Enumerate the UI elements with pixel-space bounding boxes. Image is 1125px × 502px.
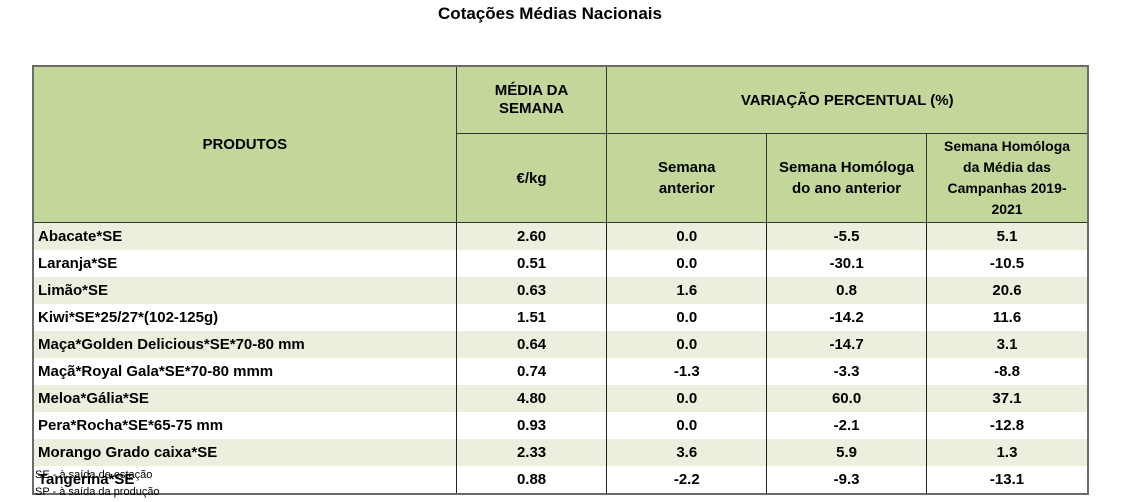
header-produtos: PRODUTOS [32,65,457,223]
cell-semana-anterior: -1.3 [606,358,768,385]
cell-semana-anterior: 0.0 [606,304,768,331]
cell-homologa-media: -8.8 [926,358,1089,385]
table-row: Kiwi*SE*25/27*(102-125g) 1.51 0.0 -14.2 … [32,304,1089,331]
table-row: Laranja*SE 0.51 0.0 -30.1 -10.5 [32,250,1089,277]
cell-produto: Abacate*SE [32,222,457,250]
cell-produto: Limão*SE [32,277,457,304]
cell-homologa-media: -10.5 [926,250,1089,277]
cell-homologa-media: 37.1 [926,385,1089,412]
table-row: Maça*Golden Delicious*SE*70-80 mm 0.64 0… [32,331,1089,358]
cell-semana-anterior: 0.0 [606,331,768,358]
header-homologa-ano-label: Semana Homóloga do ano anterior [779,159,915,197]
cell-produto: Meloa*Gália*SE [32,385,457,412]
page-title: Cotações Médias Nacionais [438,4,662,23]
table-row: Morango Grado caixa*SE 2.33 3.6 5.9 1.3 [32,439,1089,466]
cell-homologa-ano: 60.0 [766,385,928,412]
cell-semana-anterior: 3.6 [606,439,768,466]
table-row: Pera*Rocha*SE*65-75 mm 0.93 0.0 -2.1 -12… [32,412,1089,439]
cell-homologa-media: 11.6 [926,304,1089,331]
cell-media: 1.51 [455,304,608,331]
prices-table: PRODUTOS MÉDIA DA SEMANA VARIAÇÃO PERCEN… [32,65,1089,495]
cell-media: 0.64 [455,331,608,358]
header-homologa-ano: Semana Homóloga do ano anterior [766,133,928,223]
header-variacao: VARIAÇÃO PERCENTUAL (%) [606,65,1089,134]
header-semana-anterior: Semana anterior [606,133,768,223]
header-homologa-media-label: Semana Homóloga da Média das Campanhas 2… [944,138,1071,217]
cell-homologa-media: 3.1 [926,331,1089,358]
cell-media: 0.93 [455,412,608,439]
cell-media: 0.51 [455,250,608,277]
cell-homologa-ano: -3.3 [766,358,928,385]
cell-media: 2.33 [455,439,608,466]
cell-produto: Tangerina*SE [32,466,457,494]
table-row: Maçã*Royal Gala*SE*70-80 mmm 0.74 -1.3 -… [32,358,1089,385]
cell-homologa-media: -13.1 [926,466,1089,494]
table-row: Tangerina*SE 0.88 -2.2 -9.3 -13.1 [32,466,1089,494]
table-row: Abacate*SE 2.60 0.0 -5.5 5.1 [32,222,1089,250]
cell-produto: Maça*Golden Delicious*SE*70-80 mm [32,331,457,358]
table-row: Limão*SE 0.63 1.6 0.8 20.6 [32,277,1089,304]
cell-semana-anterior: 0.0 [606,385,768,412]
cell-homologa-media: 1.3 [926,439,1089,466]
cell-homologa-ano: -14.7 [766,331,928,358]
header-media-label: MÉDIA DA SEMANA [494,82,569,117]
cell-semana-anterior: 0.0 [606,250,768,277]
cell-homologa-ano: -2.1 [766,412,928,439]
header-media: MÉDIA DA SEMANA [455,65,608,134]
cell-media: 0.63 [455,277,608,304]
cell-homologa-media: 5.1 [926,222,1089,250]
cell-semana-anterior: 0.0 [606,222,768,250]
cell-homologa-media: 20.6 [926,277,1089,304]
cell-media: 2.60 [455,222,608,250]
cell-homologa-media: -12.8 [926,412,1089,439]
table-row: Meloa*Gália*SE 4.80 0.0 60.0 37.1 [32,385,1089,412]
cell-homologa-ano: 0.8 [766,277,928,304]
cell-homologa-ano: -9.3 [766,466,928,494]
cell-semana-anterior: 1.6 [606,277,768,304]
cell-homologa-ano: -14.2 [766,304,928,331]
cell-media: 0.88 [455,466,608,494]
header-semana-anterior-label: Semana anterior [657,159,716,197]
cell-homologa-ano: -30.1 [766,250,928,277]
cell-produto: Morango Grado caixa*SE [32,439,457,466]
cell-homologa-ano: -5.5 [766,222,928,250]
footnote-se: SE - à saída de estação [35,469,153,481]
cell-semana-anterior: 0.0 [606,412,768,439]
cell-media: 4.80 [455,385,608,412]
cell-produto: Maçã*Royal Gala*SE*70-80 mmm [32,358,457,385]
cell-homologa-ano: 5.9 [766,439,928,466]
cell-produto: Laranja*SE [32,250,457,277]
cell-produto: Pera*Rocha*SE*65-75 mm [32,412,457,439]
cell-produto: Kiwi*SE*25/27*(102-125g) [32,304,457,331]
header-homologa-media: Semana Homóloga da Média das Campanhas 2… [926,133,1089,223]
header-unit: €/kg [455,133,608,223]
cell-semana-anterior: -2.2 [606,466,768,494]
cell-media: 0.74 [455,358,608,385]
footnote-sp: SP - à saída da produção [35,486,160,498]
